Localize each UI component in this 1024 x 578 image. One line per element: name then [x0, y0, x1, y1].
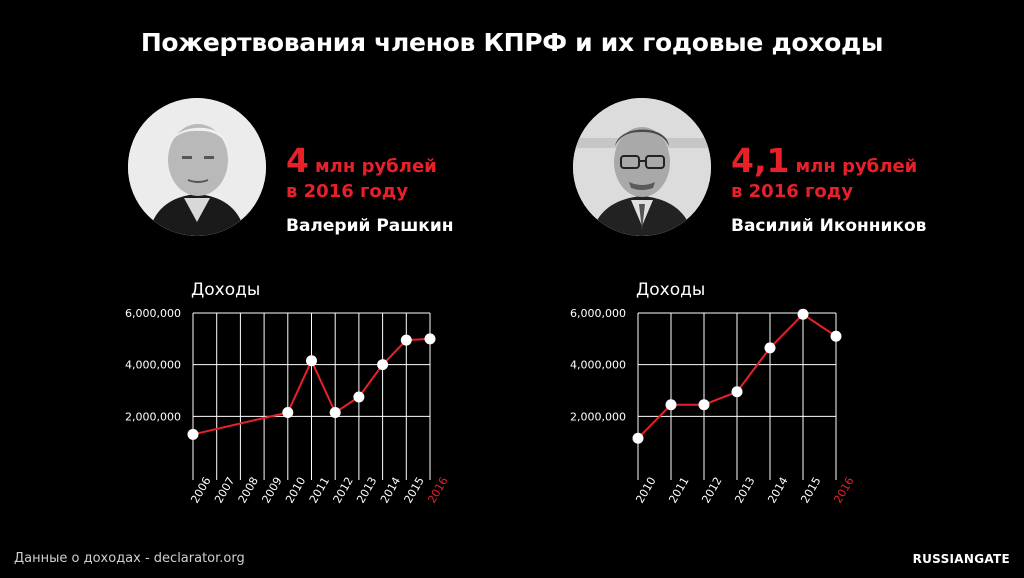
data-point	[797, 308, 809, 320]
person-photo-ikonnikov	[573, 98, 711, 236]
person2-amount-year: в 2016 году	[731, 181, 854, 202]
person1-amount-unit: млн рублей	[314, 156, 437, 177]
person2-amount-unit: млн рублей	[795, 156, 918, 177]
person1-amount: 4 млн рублей	[286, 144, 437, 177]
person-photo-rashkin	[128, 98, 266, 236]
data-point	[424, 333, 436, 345]
person1-amount-number: 4	[286, 141, 309, 180]
y-tick-label: 4,000,000	[125, 359, 181, 372]
data-point	[830, 330, 842, 342]
y-tick-label: 2,000,000	[570, 410, 626, 423]
x-tick-label: 2011	[666, 475, 691, 506]
data-point	[698, 399, 710, 411]
data-point	[377, 359, 389, 371]
y-tick-label: 4,000,000	[570, 359, 626, 372]
data-point	[353, 391, 365, 403]
data-point	[329, 406, 341, 418]
page-title: Пожертвования членов КПРФ и их годовые д…	[140, 28, 884, 57]
data-point	[731, 386, 743, 398]
person2-amount-number: 4,1	[731, 141, 790, 180]
data-point	[632, 432, 644, 444]
data-point	[306, 355, 317, 367]
x-tick-label: 2012	[699, 475, 724, 506]
data-point	[282, 406, 294, 418]
source-note: Данные о доходах - declarator.org	[14, 551, 245, 566]
person1-amount-year: в 2016 году	[286, 181, 409, 202]
person2-amount: 4,1 млн рублей	[731, 144, 917, 177]
data-point	[665, 399, 677, 411]
series-line	[192, 337, 431, 436]
chart-title: Доходы	[636, 280, 705, 300]
person2-name: Василий Иконников	[731, 216, 927, 236]
data-point	[187, 428, 199, 440]
y-tick-label: 2,000,000	[125, 410, 181, 423]
data-point	[400, 334, 412, 346]
x-tick-label: 2015	[798, 475, 823, 506]
y-tick-label: 6,000,000	[125, 307, 181, 320]
x-tick-label: 2010	[633, 475, 658, 506]
person1-name: Валерий Рашкин	[286, 216, 454, 236]
portrait-icon	[573, 98, 711, 236]
x-tick-label: 2013	[732, 475, 757, 506]
brand-logo: RUSSIANGATE	[912, 552, 1010, 566]
y-tick-label: 6,000,000	[570, 307, 626, 320]
data-point	[764, 342, 776, 354]
portrait-icon	[128, 98, 266, 236]
x-tick-label: 2016	[831, 475, 856, 506]
x-tick-label: 2014	[765, 475, 790, 506]
chart-title: Доходы	[191, 280, 260, 300]
